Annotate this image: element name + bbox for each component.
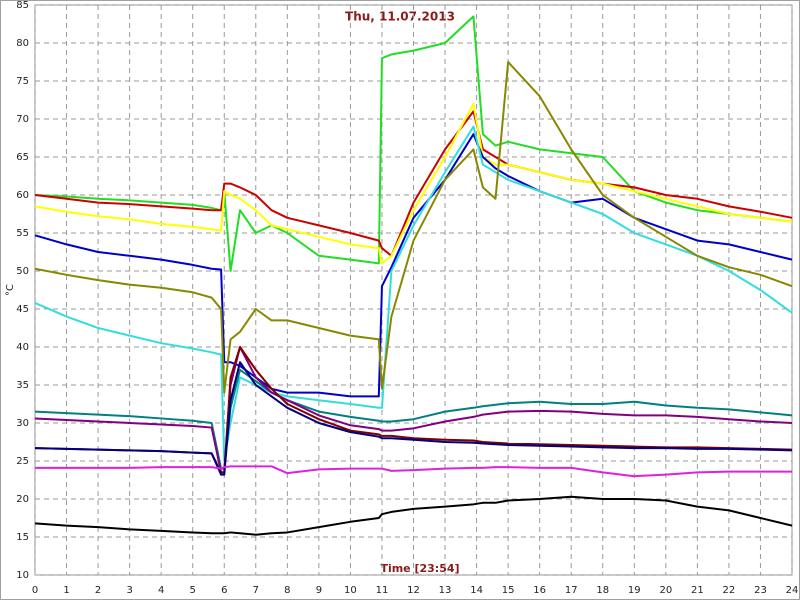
x-tick-label: 2 <box>95 585 101 596</box>
x-tick-label: 11 <box>376 585 389 596</box>
y-tick-label: 30 <box>16 418 29 429</box>
series-line <box>34 125 793 462</box>
y-tick-label: 55 <box>16 228 29 239</box>
x-tick-label: 10 <box>344 585 357 596</box>
series-line <box>34 102 793 265</box>
series-line <box>34 361 793 476</box>
y-tick-label: 15 <box>16 532 29 543</box>
x-tick-label: 5 <box>190 585 196 596</box>
x-axis-label: Time [23:54] <box>380 562 459 575</box>
x-tick-label: 4 <box>158 585 164 596</box>
y-tick-label: 80 <box>16 38 29 49</box>
x-tick-label: 22 <box>723 585 736 596</box>
x-tick-label: 23 <box>754 585 767 596</box>
x-tick-label: 20 <box>659 585 672 596</box>
y-tick-label: 60 <box>16 190 29 201</box>
x-tick-label: 15 <box>502 585 515 596</box>
y-tick-label: 85 <box>16 0 29 11</box>
x-tick-label: 13 <box>439 585 452 596</box>
series-line <box>34 61 793 394</box>
series-line <box>34 110 793 257</box>
y-tick-label: 40 <box>16 342 29 353</box>
x-tick-label: 0 <box>32 585 38 596</box>
x-tick-label: 12 <box>407 585 420 596</box>
y-tick-label: 35 <box>16 380 29 391</box>
x-tick-label: 7 <box>253 585 259 596</box>
x-tick-label: 14 <box>470 585 483 596</box>
y-tick-label: 50 <box>16 266 29 277</box>
x-tick-label: 17 <box>565 585 578 596</box>
y-tick-label: 20 <box>16 494 29 505</box>
x-tick-label: 18 <box>596 585 609 596</box>
series-line <box>34 15 793 272</box>
y-tick-label: 45 <box>16 304 29 315</box>
chart-title: Thu, 11.07.2013 <box>345 10 455 24</box>
y-axis-label: °C <box>5 284 16 296</box>
series-line <box>34 495 793 536</box>
x-tick-label: 21 <box>691 585 704 596</box>
series-line <box>34 133 793 398</box>
x-tick-label: 16 <box>533 585 546 596</box>
y-tick-label: 65 <box>16 152 29 163</box>
series-line <box>34 346 793 474</box>
x-tick-label: 6 <box>221 585 227 596</box>
x-tick-label: 24 <box>786 585 799 596</box>
y-tick-label: 75 <box>16 76 29 87</box>
series-line <box>35 465 792 478</box>
y-tick-label: 10 <box>16 570 29 581</box>
x-tick-label: 9 <box>316 585 322 596</box>
series-line <box>34 368 793 470</box>
y-tick-label: 25 <box>16 456 29 467</box>
x-tick-label: 8 <box>284 585 290 596</box>
x-tick-label: 19 <box>628 585 641 596</box>
x-tick-label: 3 <box>126 585 132 596</box>
x-tick-label: 1 <box>63 585 69 596</box>
y-tick-label: 70 <box>16 114 29 125</box>
